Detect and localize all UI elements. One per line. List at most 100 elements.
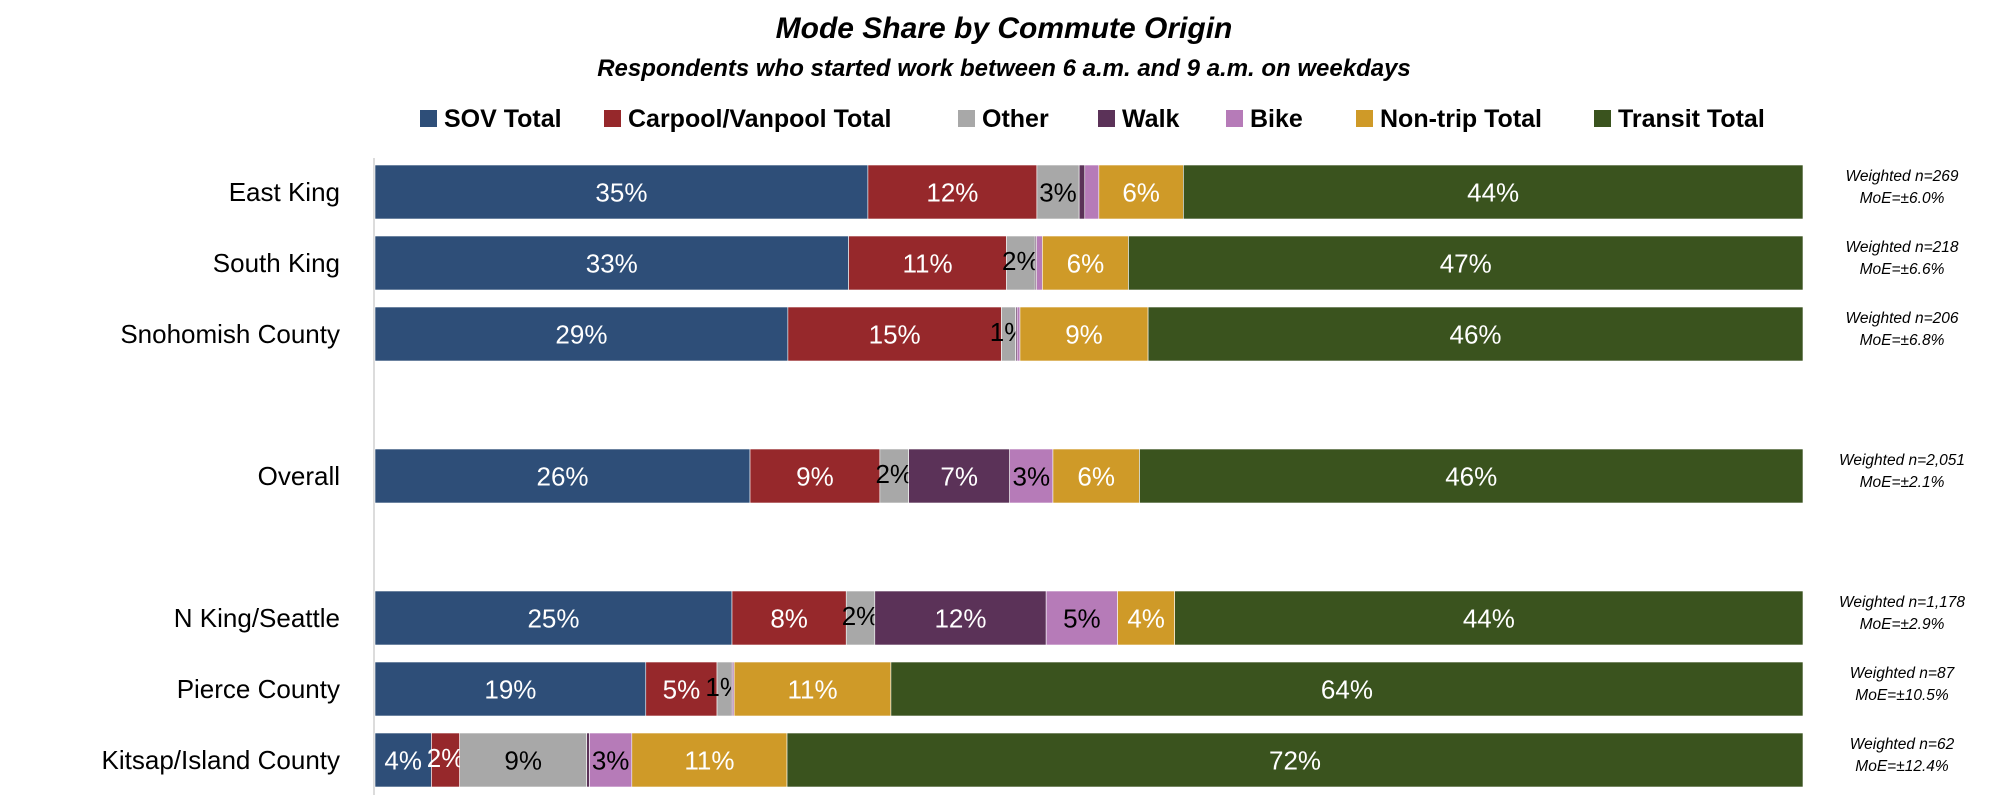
data-label-carpool: 15% <box>869 319 921 349</box>
data-label-transit: 44% <box>1463 603 1515 633</box>
legend-item-transit: Transit Total <box>1594 105 1765 133</box>
bar-segment-nontrip <box>1052 448 1140 504</box>
data-label-carpool: 11% <box>902 248 952 278</box>
bar-segment-other <box>879 448 909 504</box>
legend-item-walk: Walk <box>1098 105 1180 133</box>
category-label: Kitsap/Island County <box>102 745 340 775</box>
data-label-nontrip: 11% <box>684 745 734 775</box>
bar-segment-nontrip <box>733 661 892 717</box>
moe-note: MoE=±12.4% <box>1855 758 1949 775</box>
data-label-bike: 3% <box>1013 461 1051 491</box>
legend-item-nontrip: Non-trip Total <box>1356 105 1542 133</box>
bar-segment-walk <box>874 590 1047 646</box>
data-label-walk: 7% <box>940 461 978 491</box>
data-label-nontrip: 6% <box>1122 177 1160 207</box>
legend-item-carpool: Carpool/Vanpool Total <box>604 105 891 133</box>
legend-label-nontrip: Non-trip Total <box>1380 105 1542 133</box>
legend-label-transit: Transit Total <box>1618 105 1765 133</box>
bar-segment-nontrip <box>1042 235 1129 291</box>
bar-segment-bike <box>1084 164 1100 220</box>
bar-segment-bike <box>1016 306 1021 362</box>
bar-segment-sov <box>374 306 789 362</box>
legend-swatch-other <box>958 110 975 127</box>
data-label-nontrip: 9% <box>1065 319 1103 349</box>
bar-rows: East King 35% 12% 3% 6% 44% Weighted n=269 MoE=… <box>102 164 1965 788</box>
moe-note: MoE=±6.8% <box>1860 332 1945 349</box>
bar-row-south-king: South King 33% 11% 2% 6% 47% Weighted n=218 MoE… <box>213 235 1959 291</box>
bar-segment-walk <box>586 732 590 788</box>
bar-segment-carpool <box>749 448 881 504</box>
chart-title: Mode Share by Commute Origin <box>776 12 1233 45</box>
legend-label-walk: Walk <box>1122 105 1180 133</box>
data-label-nontrip: 6% <box>1067 248 1105 278</box>
data-label-transit: 46% <box>1445 461 1497 491</box>
moe-note: MoE=±2.1% <box>1860 474 1945 491</box>
legend-label-other: Other <box>982 105 1049 133</box>
weighted-n-note: Weighted n=2,051 <box>1839 452 1965 469</box>
bar-segment-bike <box>589 732 633 788</box>
legend-item-sov: SOV Total <box>420 105 562 133</box>
data-label-carpool: 2% <box>427 743 465 773</box>
bar-row-kitsap-island-county: Kitsap/Island County 4% 2% 9% 3% 11% 72% Weight… <box>102 732 1955 788</box>
legend-item-other: Other <box>958 105 1049 133</box>
data-label-carpool: 9% <box>796 461 834 491</box>
data-label-other: 3% <box>1039 177 1077 207</box>
bar-segment-bike <box>1045 590 1118 646</box>
bar-segment-nontrip <box>631 732 788 788</box>
data-label-other: 9% <box>504 745 542 775</box>
bar-segment-carpool <box>867 164 1038 220</box>
bar-segment-nontrip <box>1117 590 1175 646</box>
data-label-transit: 46% <box>1450 319 1502 349</box>
data-label-bike: 3% <box>592 745 630 775</box>
legend-label-carpool: Carpool/Vanpool Total <box>628 105 891 133</box>
moe-note: MoE=±2.9% <box>1860 616 1945 633</box>
bar-segment-walk <box>1078 164 1086 220</box>
legend-swatch-bike <box>1226 110 1243 127</box>
bar-segment-sov <box>374 661 647 717</box>
bar-segment-bike <box>1036 235 1043 291</box>
data-label-bike: 5% <box>1063 603 1101 633</box>
data-label-sov: 35% <box>595 177 647 207</box>
category-label: N King/Seattle <box>174 603 340 633</box>
data-label-nontrip: 11% <box>787 674 837 704</box>
chart-subtitle: Respondents who started work between 6 a… <box>597 55 1411 82</box>
legend-swatch-carpool <box>604 110 621 127</box>
bar-segment-transit <box>1139 448 1804 504</box>
data-label-other: 2% <box>1002 246 1040 276</box>
data-label-sov: 4% <box>384 745 422 775</box>
data-label-transit: 72% <box>1269 745 1321 775</box>
data-label-sov: 26% <box>536 461 588 491</box>
bar-segment-nontrip <box>1019 306 1149 362</box>
data-label-walk: 12% <box>934 603 986 633</box>
bar-row-snohomish-county: Snohomish County 29% 15% 1% 9% 46%Weighted n=… <box>120 306 1959 362</box>
data-label-transit: 64% <box>1321 674 1373 704</box>
bar-row-pierce-county: Pierce County 19% 5% 1% 11% 64%Weighted n=87M… <box>177 661 1956 717</box>
data-label-transit: 47% <box>1440 248 1492 278</box>
data-label-carpool: 12% <box>926 177 978 207</box>
bar-segment-transit <box>890 661 1804 717</box>
bar-segment-sov <box>374 732 432 788</box>
bar-segment-transit <box>786 732 1804 788</box>
category-label: Overall <box>258 461 340 491</box>
data-label-sov: 29% <box>555 319 607 349</box>
bar-segment-transit <box>1147 306 1804 362</box>
bar-segment-other <box>459 732 587 788</box>
data-label-other: 2% <box>875 459 913 489</box>
data-label-transit: 44% <box>1467 177 1519 207</box>
data-label-sov: 33% <box>586 248 638 278</box>
data-label-nontrip: 4% <box>1127 603 1165 633</box>
legend-label-bike: Bike <box>1250 105 1303 133</box>
bar-segment-transit <box>1183 164 1804 220</box>
bar-segment-transit <box>1174 590 1804 646</box>
weighted-n-note: Weighted n=269 <box>1845 168 1958 185</box>
bar-segment-other <box>1036 164 1080 220</box>
data-label-sov: 25% <box>527 603 579 633</box>
legend-swatch-sov <box>420 110 437 127</box>
weighted-n-note: Weighted n=218 <box>1845 239 1958 256</box>
bar-segment-carpool <box>431 732 460 788</box>
category-label: Pierce County <box>177 674 340 704</box>
moe-note: MoE=±10.5% <box>1855 687 1949 704</box>
bar-segment-carpool <box>787 306 1002 362</box>
bar-row-n-king-seattle: N King/Seattle 25% 8% 2% 12% 5% 4% 44% Weighted … <box>174 590 1965 646</box>
